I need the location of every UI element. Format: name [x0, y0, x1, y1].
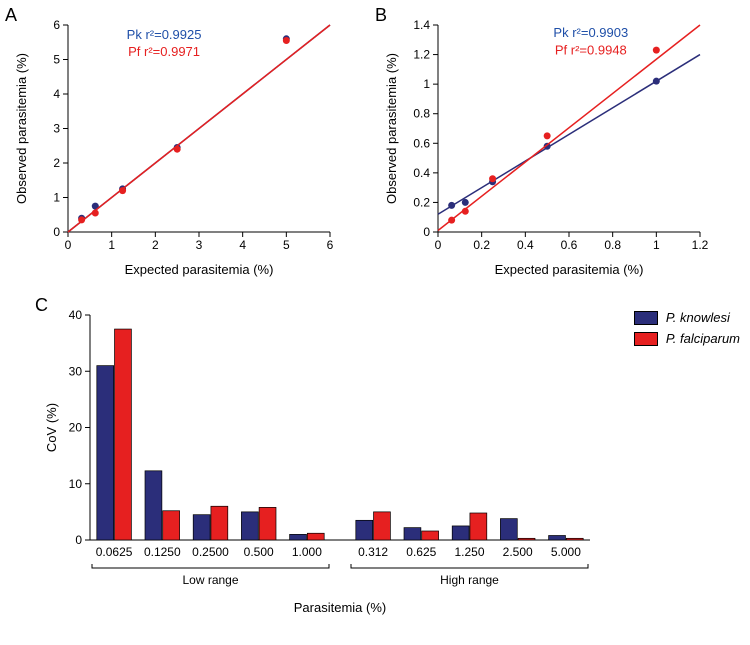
svg-text:Pf r²=0.9971: Pf r²=0.9971: [128, 44, 200, 59]
svg-text:2.500: 2.500: [503, 545, 533, 559]
svg-text:4: 4: [53, 87, 60, 101]
panel-a-label: A: [5, 5, 17, 26]
svg-text:1: 1: [53, 191, 60, 205]
svg-text:1.2: 1.2: [692, 238, 709, 252]
svg-text:20: 20: [69, 421, 83, 435]
svg-text:1: 1: [108, 238, 115, 252]
svg-text:2: 2: [152, 238, 159, 252]
svg-text:5.000: 5.000: [551, 545, 581, 559]
svg-text:2: 2: [53, 156, 60, 170]
svg-text:0: 0: [435, 238, 442, 252]
svg-text:4: 4: [239, 238, 246, 252]
svg-text:Expected parasitemia (%): Expected parasitemia (%): [495, 262, 644, 277]
svg-text:Observed parasitemia (%): Observed parasitemia (%): [14, 53, 29, 204]
svg-text:0.2500: 0.2500: [192, 545, 229, 559]
svg-text:0.312: 0.312: [358, 545, 388, 559]
svg-text:Pf r²=0.9948: Pf r²=0.9948: [555, 43, 627, 58]
svg-text:0.1250: 0.1250: [144, 545, 181, 559]
panel-b: B 00.20.40.60.811.200.20.40.60.811.21.4E…: [380, 10, 710, 280]
svg-text:3: 3: [53, 122, 60, 136]
legend-label-pf: P. falciparum: [666, 331, 740, 346]
svg-text:1: 1: [653, 238, 660, 252]
svg-text:0.0625: 0.0625: [96, 545, 133, 559]
svg-text:0.4: 0.4: [413, 166, 430, 180]
svg-text:1.4: 1.4: [413, 18, 430, 32]
svg-text:Parasitemia (%): Parasitemia (%): [294, 600, 386, 615]
svg-text:1: 1: [423, 77, 430, 91]
svg-text:0: 0: [423, 225, 430, 239]
svg-text:0: 0: [65, 238, 72, 252]
svg-text:1.000: 1.000: [292, 545, 322, 559]
svg-text:0.625: 0.625: [406, 545, 436, 559]
panel-c-label: C: [35, 295, 48, 316]
svg-text:3: 3: [196, 238, 203, 252]
svg-text:1.2: 1.2: [413, 48, 430, 62]
svg-text:0.2: 0.2: [473, 238, 490, 252]
svg-text:6: 6: [327, 238, 334, 252]
legend-label-pk: P. knowlesi: [666, 310, 730, 325]
svg-text:6: 6: [53, 18, 60, 32]
legend-swatch-pk: [634, 311, 658, 325]
svg-text:Observed parasitemia (%): Observed parasitemia (%): [384, 53, 399, 204]
svg-text:40: 40: [69, 308, 83, 322]
top-row: A 01234560123456Expected parasitemia (%)…: [10, 10, 740, 280]
panel-a: A 01234560123456Expected parasitemia (%)…: [10, 10, 340, 280]
svg-text:5: 5: [283, 238, 290, 252]
legend-row-pf: P. falciparum: [634, 331, 740, 346]
svg-text:0.4: 0.4: [517, 238, 534, 252]
svg-text:30: 30: [69, 364, 83, 378]
svg-text:0.8: 0.8: [604, 238, 621, 252]
legend-row-pk: P. knowlesi: [634, 310, 740, 325]
figure: A 01234560123456Expected parasitemia (%)…: [10, 10, 740, 620]
svg-text:Pk r²=0.9903: Pk r²=0.9903: [553, 25, 628, 40]
svg-text:0.6: 0.6: [561, 238, 578, 252]
panel-a-chart: 0 1 2 3 4 5 6 0 1 2 3 4 5 6 Expected parasitemia (%) Ob…: [10, 10, 340, 280]
svg-text:0: 0: [75, 533, 82, 547]
svg-text:Low range: Low range: [182, 573, 238, 587]
panel-c-legend: P. knowlesi P. falciparum: [634, 310, 740, 352]
svg-text:10: 10: [69, 477, 83, 491]
svg-text:CoV (%): CoV (%): [44, 403, 59, 452]
svg-text:0.6: 0.6: [413, 136, 430, 150]
svg-text:5: 5: [53, 53, 60, 67]
svg-text:High range: High range: [440, 573, 499, 587]
svg-text:1.250: 1.250: [454, 545, 484, 559]
svg-text:0.8: 0.8: [413, 107, 430, 121]
svg-text:Expected parasitemia (%): Expected parasitemia (%): [125, 262, 274, 277]
legend-swatch-pf: [634, 332, 658, 346]
svg-text:0.500: 0.500: [244, 545, 274, 559]
panel-c: C 010203040CoV (%)0.06250.12500.25000.50…: [40, 300, 600, 620]
panel-b-label: B: [375, 5, 387, 26]
panel-c-chart: 0 10 20 30 40 CoV (%) 0.0625 0.1250 0.2500 0.500 1…: [40, 300, 600, 620]
svg-text:0: 0: [53, 225, 60, 239]
svg-text:Pk r²=0.9925: Pk r²=0.9925: [127, 27, 202, 42]
svg-text:0.2: 0.2: [413, 195, 430, 209]
panel-b-chart: 0 0.2 0.4 0.6 0.8 1 1.2 0 0.2 0.4 0.6 0.8 1 1.2 1.4 Exp…: [380, 10, 710, 280]
